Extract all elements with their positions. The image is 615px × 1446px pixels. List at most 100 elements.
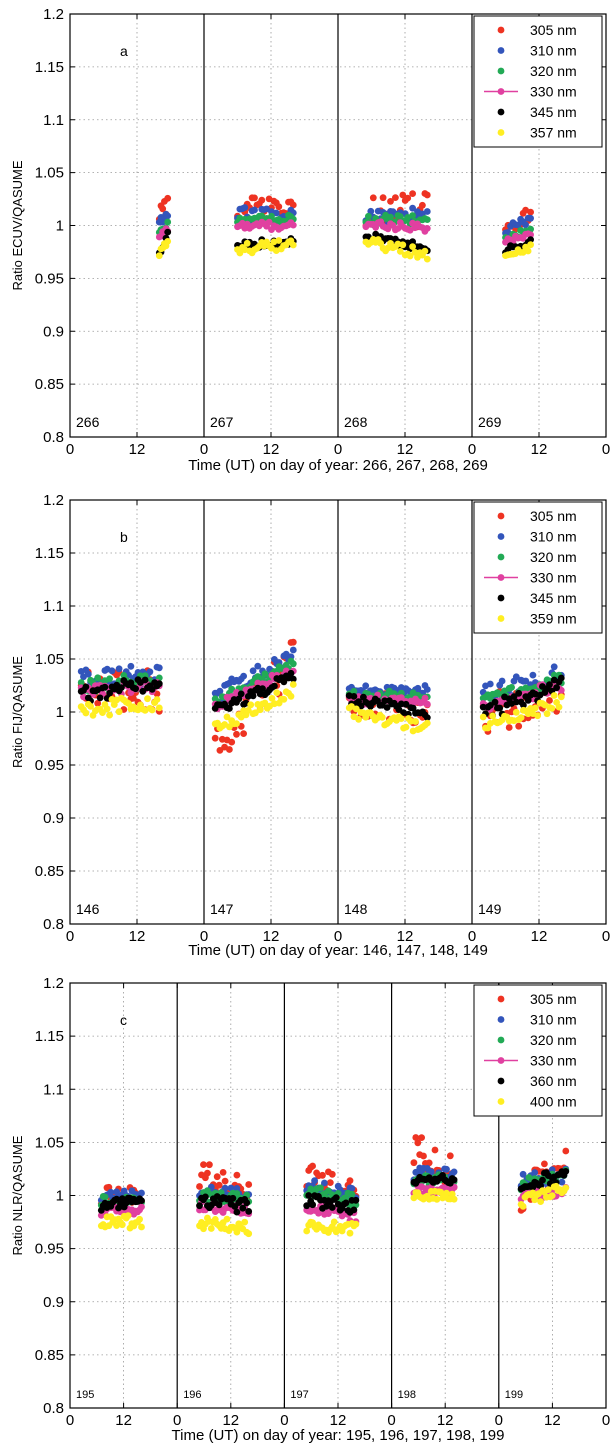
data-point <box>348 1190 356 1198</box>
legend-label: 357 nm <box>530 125 577 141</box>
data-point <box>423 216 431 224</box>
legend-marker <box>497 67 505 75</box>
y-tick-label: 1.1 <box>43 112 64 129</box>
data-point <box>273 689 281 697</box>
data-point <box>96 694 104 702</box>
x-tick-label: 0 <box>602 1412 610 1429</box>
data-point <box>289 675 297 683</box>
data-point <box>427 1168 435 1176</box>
x-tick-label: 0 <box>66 1412 74 1429</box>
data-point <box>409 212 416 219</box>
data-point <box>164 238 172 245</box>
data-point <box>124 1212 132 1220</box>
legend-item: 320 nm <box>497 549 577 565</box>
legend-item: 360 nm <box>497 1073 577 1089</box>
data-point <box>557 693 565 701</box>
data-point <box>303 1227 311 1235</box>
data-point <box>241 1218 249 1226</box>
data-point <box>155 664 163 672</box>
day-label: 149 <box>478 901 502 917</box>
data-point <box>249 692 257 700</box>
data-point <box>99 709 106 716</box>
data-point <box>103 705 111 713</box>
series-357-nm <box>155 236 534 263</box>
x-tick-label: 12 <box>129 928 146 945</box>
x-tick-label: 12 <box>437 1412 454 1429</box>
data-point <box>196 1183 203 1190</box>
data-point <box>258 196 266 204</box>
data-point <box>414 1139 422 1147</box>
legend-item: 330 nm <box>484 1053 577 1069</box>
data-point <box>519 1170 527 1178</box>
data-point <box>155 704 163 712</box>
data-point <box>527 208 534 216</box>
legend-label: 320 nm <box>530 63 577 79</box>
data-point <box>289 221 297 229</box>
data-point <box>317 1184 324 1192</box>
day-label: 196 <box>183 1389 201 1401</box>
data-point <box>275 203 283 211</box>
legend-label: 345 nm <box>530 104 577 120</box>
data-point <box>421 694 429 702</box>
x-tick-label: 12 <box>531 928 548 945</box>
data-point <box>287 669 295 677</box>
data-point <box>268 212 275 220</box>
data-point <box>409 704 417 712</box>
data-point <box>402 723 410 731</box>
data-point <box>387 213 394 221</box>
legend-label: 305 nm <box>530 508 577 524</box>
data-point <box>553 684 560 692</box>
data-point <box>450 1168 458 1176</box>
data-point <box>323 1203 330 1210</box>
data-point <box>233 730 240 738</box>
data-point <box>505 724 513 731</box>
data-point <box>397 694 405 701</box>
data-point <box>423 255 431 263</box>
data-point <box>496 704 504 712</box>
legend-item: 320 nm <box>497 1032 577 1048</box>
data-point <box>148 685 156 693</box>
data-point <box>213 1173 221 1181</box>
data-point <box>272 209 280 217</box>
data-point <box>202 1193 209 1201</box>
data-point <box>423 225 431 232</box>
data-point <box>515 722 523 730</box>
data-point <box>77 679 85 686</box>
legend-label: 305 nm <box>530 22 577 38</box>
legend-marker <box>497 512 505 520</box>
legend-marker <box>497 995 505 1003</box>
x-tick-label: 12 <box>115 1412 132 1429</box>
data-point <box>412 1134 420 1141</box>
data-point <box>287 692 295 700</box>
data-point <box>289 660 297 668</box>
data-point <box>245 1181 253 1188</box>
data-point <box>113 1195 120 1203</box>
legend-label: 305 nm <box>530 991 577 1007</box>
data-point <box>249 667 257 675</box>
data-point <box>256 706 264 714</box>
data-point <box>433 1195 441 1203</box>
y-tick-label: 0.8 <box>43 429 64 446</box>
x-tick-label: 0 <box>66 441 74 458</box>
data-point <box>159 205 167 213</box>
data-point <box>219 1169 227 1176</box>
data-point <box>431 1146 439 1154</box>
data-point <box>108 667 116 675</box>
data-point <box>527 236 534 244</box>
legend-label: 310 nm <box>530 43 577 59</box>
data-point <box>508 684 515 691</box>
data-point <box>245 1208 253 1215</box>
data-point <box>87 703 94 710</box>
data-point <box>289 201 297 209</box>
data-point <box>233 1228 241 1236</box>
data-point <box>548 705 556 712</box>
legend-marker <box>497 1077 505 1085</box>
data-point <box>289 681 297 688</box>
data-point <box>223 713 231 721</box>
legend-item: 305 nm <box>497 22 577 38</box>
y-tick-label: 1.15 <box>35 1028 64 1045</box>
y-tick-label: 0.9 <box>43 1294 64 1311</box>
legend-item: 400 nm <box>497 1094 577 1110</box>
day-label: 148 <box>344 901 368 917</box>
data-point <box>423 686 431 693</box>
